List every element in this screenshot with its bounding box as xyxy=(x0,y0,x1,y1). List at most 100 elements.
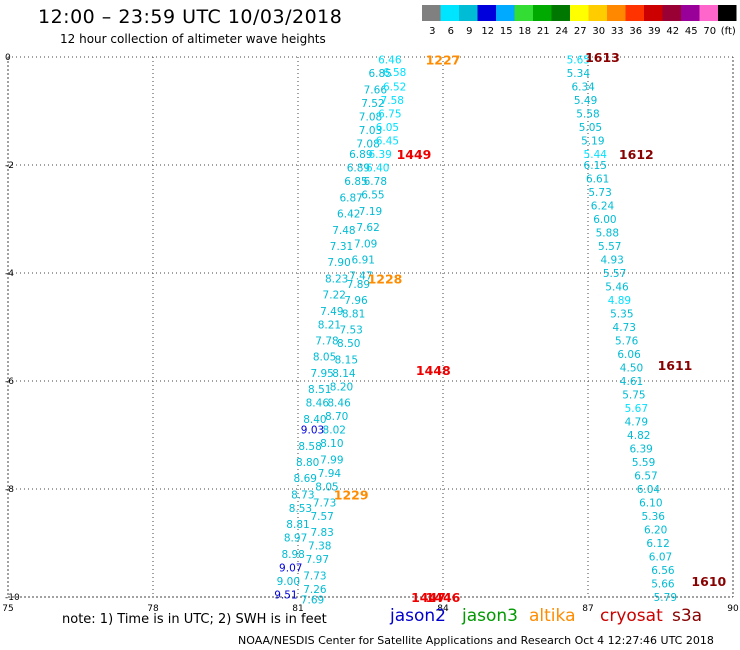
wave-height-point: 6.04 xyxy=(637,484,661,496)
scale-swatch xyxy=(625,5,644,21)
wave-height-point: 8.46 xyxy=(327,398,351,410)
wave-height-point: 7.09 xyxy=(354,238,377,250)
wave-height-point: 5.66 xyxy=(651,579,675,591)
wave-height-point: 8.58 xyxy=(298,441,321,453)
wave-height-point: 8.97 xyxy=(284,533,307,545)
wave-height-point: 4.79 xyxy=(625,417,648,429)
pass-time-label: 1228 xyxy=(368,271,403,286)
scale-label: 15 xyxy=(500,26,513,37)
scale-label: 33 xyxy=(611,26,624,37)
scale-swatch xyxy=(681,5,700,21)
wave-height-point: 5.46 xyxy=(605,282,629,294)
scale-label: 70 xyxy=(703,26,716,37)
wave-height-point: 7.95 xyxy=(310,368,333,380)
pass-time-label: 1447 xyxy=(411,590,446,605)
pass-time-label: 1612 xyxy=(619,147,654,162)
wave-height-point: 6.05 xyxy=(376,122,399,134)
wave-height-point: 7.73 xyxy=(313,498,336,510)
scale-label: 6 xyxy=(448,26,454,37)
wave-height-point: 7.99 xyxy=(320,454,343,466)
legend-jason2: jason2 xyxy=(390,606,446,626)
wave-height-point: 9.03 xyxy=(301,425,324,437)
wave-height-point: 8.20 xyxy=(330,381,353,393)
scale-swatch xyxy=(607,5,626,21)
scale-label: 45 xyxy=(685,26,698,37)
scale-label: 42 xyxy=(666,26,679,37)
x-tick-label: 75 xyxy=(2,604,13,614)
wave-height-point: 4.73 xyxy=(613,322,636,334)
wave-height-point: 7.83 xyxy=(310,527,333,539)
wave-height-point: 7.90 xyxy=(327,257,350,269)
x-tick-label: 87 xyxy=(582,604,593,614)
wave-height-point: 7.47 xyxy=(349,271,372,283)
x-tick-label: 81 xyxy=(292,604,303,614)
wave-height-point: 8.15 xyxy=(335,354,358,366)
y-tick-label: -6 xyxy=(5,377,14,387)
wave-height-point: 7.53 xyxy=(339,325,362,337)
scale-swatch xyxy=(422,5,441,21)
wave-height-point: 4.50 xyxy=(620,363,643,375)
wave-height-point: 4.82 xyxy=(627,430,650,442)
wave-height-point: 8.14 xyxy=(332,368,356,380)
wave-height-point: 8.73 xyxy=(291,489,314,501)
wave-height-point: 6.24 xyxy=(591,201,615,213)
wave-height-point: 7.19 xyxy=(359,206,382,218)
wave-height-point: 5.59 xyxy=(632,457,655,469)
wave-height-point: 6.78 xyxy=(364,176,387,188)
wave-height-point: 5.67 xyxy=(625,403,648,415)
wave-height-point: 5.49 xyxy=(574,95,597,107)
wave-height-point: 5.57 xyxy=(598,241,621,253)
footer-credit: NOAA/NESDIS Center for Satellite Applica… xyxy=(238,634,714,647)
wave-height-point: 6.85 xyxy=(344,176,367,188)
wave-height-point: 5.19 xyxy=(581,136,604,148)
wave-height-point: 6.07 xyxy=(649,552,672,564)
x-tick-label: 78 xyxy=(147,604,159,614)
scale-label: 39 xyxy=(648,26,661,37)
wave-height-point: 7.58 xyxy=(381,95,404,107)
wave-height-point: 5.58 xyxy=(576,109,599,121)
scale-label: 24 xyxy=(555,26,568,37)
y-tick-label: -10 xyxy=(5,593,20,603)
wave-height-point: 8.80 xyxy=(296,457,319,469)
wave-height-point: 7.38 xyxy=(308,541,331,553)
wave-height-point: 7.96 xyxy=(344,295,368,307)
scale-label: 36 xyxy=(629,26,642,37)
wave-height-point: 6.15 xyxy=(584,160,607,172)
scale-label: 27 xyxy=(574,26,587,37)
scale-label: (ft) xyxy=(721,26,736,37)
legend-s3a: s3a xyxy=(672,606,703,626)
legend-jason3: jason3 xyxy=(462,606,518,626)
wave-height-point: 6.55 xyxy=(361,190,384,202)
wave-height-point: 8.46 xyxy=(306,398,330,410)
wave-height-point: 6.40 xyxy=(366,163,389,175)
wave-height-point: 7.89 xyxy=(347,279,370,291)
wave-height-point: 6.34 xyxy=(571,82,595,94)
wave-height-point: 8.70 xyxy=(325,411,348,423)
wave-height-point: 7.78 xyxy=(315,336,338,348)
wave-height-point: 6.56 xyxy=(651,565,675,577)
wave-height-point: 8.10 xyxy=(320,438,343,450)
pass-time-label: 1446 xyxy=(426,590,461,605)
wave-height-point: 5.79 xyxy=(654,592,677,604)
note-text: note: 1) Time is in UTC; 2) SWH is in fe… xyxy=(62,612,327,627)
wave-height-point: 6.89 xyxy=(347,163,370,175)
y-tick-label: -4 xyxy=(5,269,14,279)
pass-time-label: 1448 xyxy=(416,363,451,378)
wave-height-point: 6.10 xyxy=(639,498,662,510)
wave-height-point: 9.07 xyxy=(279,562,302,574)
wave-height-point: 5.75 xyxy=(622,390,645,402)
wave-height-point: 5.76 xyxy=(615,336,639,348)
plot-frame xyxy=(7,56,734,598)
wave-height-point: 8.69 xyxy=(294,473,317,485)
chart-subtitle: 12 hour collection of altimeter wave hei… xyxy=(60,32,326,46)
wave-height-point: 6.46 xyxy=(378,55,402,67)
wave-height-point: 6.91 xyxy=(352,255,375,267)
pass-time-label: 1610 xyxy=(691,574,726,589)
wave-height-point: 5.65 xyxy=(567,55,590,67)
wave-height-point: 5.05 xyxy=(579,122,602,134)
y-tick-label: 0 xyxy=(5,53,11,63)
scale-swatch xyxy=(699,5,718,21)
scale-swatch xyxy=(718,5,737,21)
wave-height-point: 5.35 xyxy=(610,309,633,321)
scale-label: 12 xyxy=(481,26,494,37)
